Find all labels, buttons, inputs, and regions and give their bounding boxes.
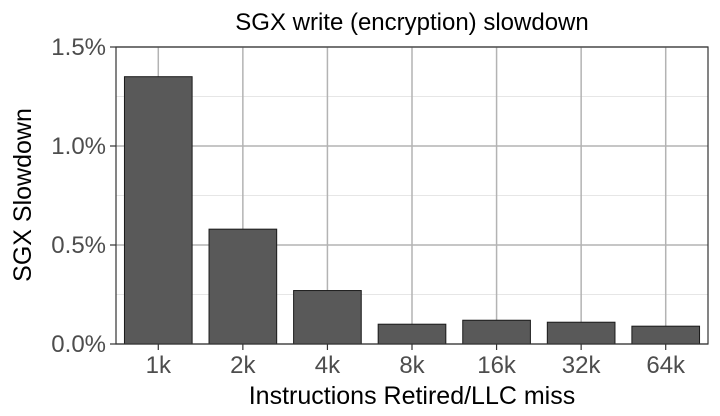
y-tick-label: 1.0% — [51, 133, 106, 160]
bar-32k — [546, 321, 616, 345]
x-tick-label: 2k — [230, 352, 256, 379]
x-tick-label: 32k — [562, 352, 602, 379]
y-tick-label: 0.5% — [51, 232, 106, 259]
x-axis-ticks: 1k 2k 4k 8k 16k 32k 64k — [146, 344, 686, 379]
bars — [123, 76, 701, 345]
x-axis-title: Instructions Retired/LLC miss — [249, 382, 576, 410]
bar-2k — [208, 228, 278, 345]
bar-8k — [377, 323, 447, 345]
y-axis-ticks: 0.0% 0.5% 1.0% 1.5% — [51, 34, 116, 358]
chart-title: SGX write (encryption) slowdown — [235, 9, 588, 36]
x-tick-label: 16k — [477, 352, 517, 379]
x-tick-label: 1k — [146, 352, 172, 379]
x-tick-label: 4k — [315, 352, 341, 379]
bar-1k — [123, 76, 193, 345]
bar-16k — [462, 319, 531, 345]
y-tick-label: 0.0% — [51, 331, 106, 358]
y-axis-title: SGX Slowdown — [9, 108, 37, 282]
x-tick-label: 64k — [646, 352, 686, 379]
bar-4k — [293, 290, 362, 345]
bar-64k — [631, 325, 701, 345]
grid — [116, 46, 708, 345]
y-tick-label: 1.5% — [51, 34, 106, 61]
plot-panel-border — [115, 46, 709, 345]
x-tick-label: 8k — [399, 352, 425, 379]
